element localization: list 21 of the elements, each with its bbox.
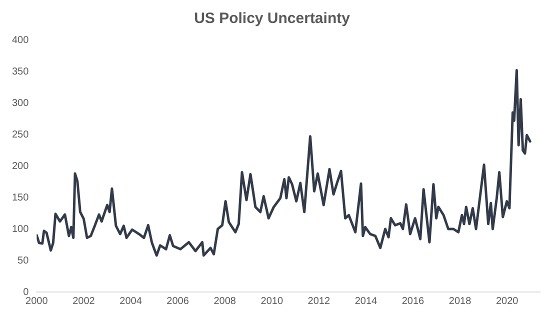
y-tick-label: 100 xyxy=(12,224,30,235)
y-tick-label: 50 xyxy=(18,255,30,266)
x-tick-label: 2018 xyxy=(448,296,472,307)
x-tick-label: 2016 xyxy=(402,296,425,307)
x-tick-label: 2014 xyxy=(354,296,378,307)
x-tick-label: 2008 xyxy=(214,296,236,307)
chart-title: US Policy Uncertainty xyxy=(194,10,351,28)
y-tick-label: 250 xyxy=(12,129,30,140)
x-tick-label: 2002 xyxy=(72,296,96,307)
y-tick-label: 200 xyxy=(12,160,30,172)
x-tick-label: 2004 xyxy=(120,296,142,307)
y-tick-label: 300 xyxy=(12,98,30,109)
x-tick-label: 2006 xyxy=(166,296,190,307)
y-tick-label: 150 xyxy=(12,192,30,204)
x-tick-label: 2020 xyxy=(496,296,519,307)
x-tick-label: 2010 xyxy=(260,296,284,307)
y-tick-label: 400 xyxy=(12,34,30,46)
x-tick-label: 2012 xyxy=(308,296,330,307)
y-tick-label: 350 xyxy=(12,66,30,78)
x-tick-label: 2000 xyxy=(26,296,48,307)
y-tick-label: 0 xyxy=(23,286,30,298)
